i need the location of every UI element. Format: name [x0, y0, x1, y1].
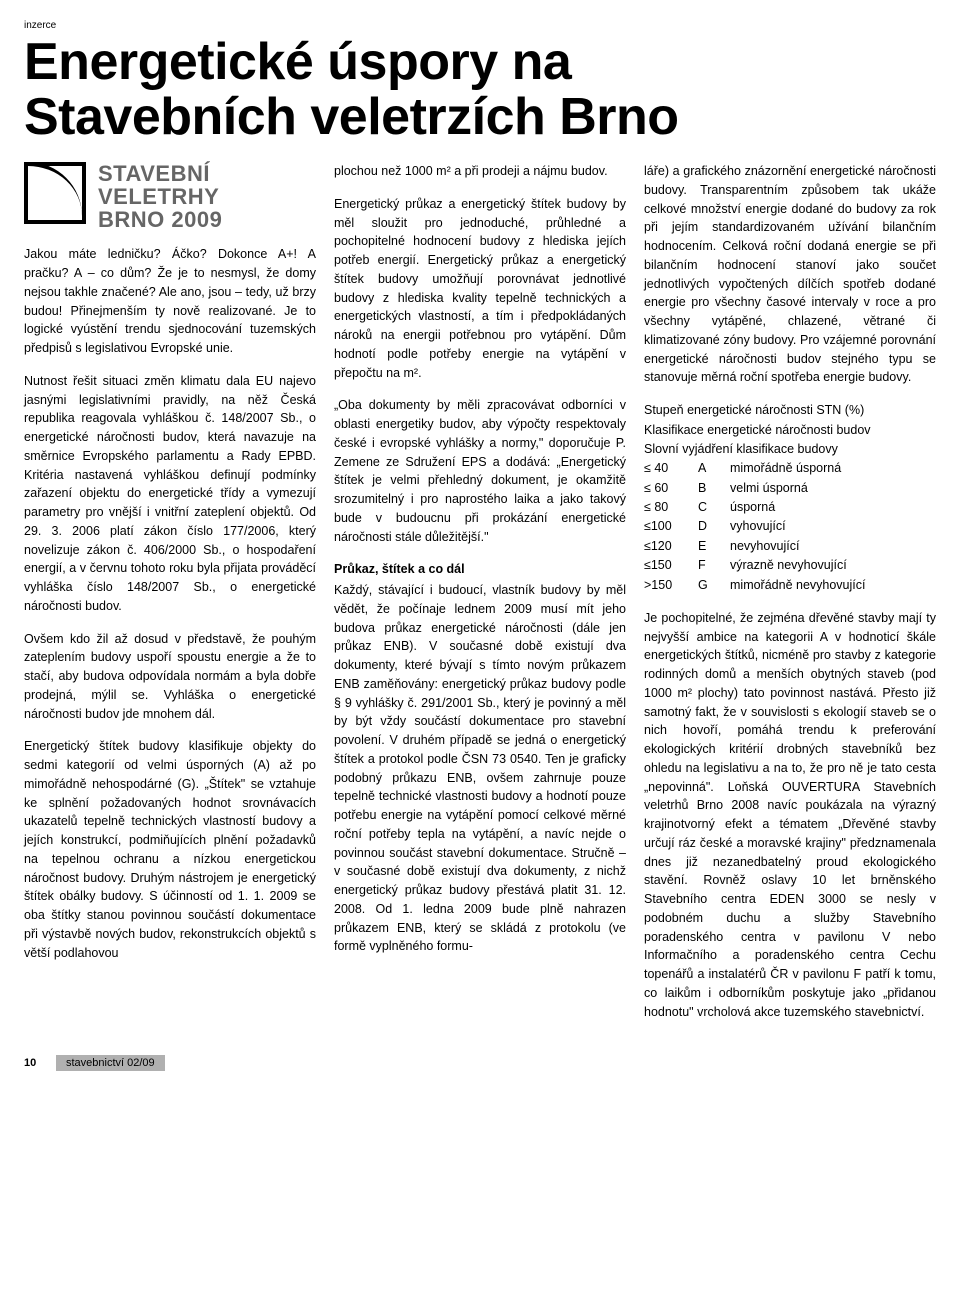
logo-line3: BRNO 2009 [98, 207, 222, 232]
tbl-header1: Stupeň energetické náročnosti STN (%) [644, 401, 936, 420]
table-row: ≤100 D vyhovující [644, 517, 936, 536]
col1-p3: Ovšem kdo žil až dosud v představě, že p… [24, 630, 316, 724]
col1-p1: Jakou máte ledničku? Áčko? Dokonce A+! A… [24, 245, 316, 358]
tbl-header3: Slovní vyjádření klasifikace budovy [644, 440, 936, 459]
col2-subhead: Průkaz, štítek a co dál [334, 560, 626, 579]
row-letter: E [698, 537, 730, 556]
logo-text: STAVEBNÍ VELETRHY BRNO 2009 [98, 162, 222, 231]
col3-p1: láře) a grafického znázornění energetick… [644, 162, 936, 387]
col2-p1: plochou než 1000 m² a při prodeji a nájm… [334, 162, 626, 181]
headline: Energetické úspory na Stavebních veletrz… [24, 35, 936, 144]
row-limit: >150 [644, 576, 698, 595]
row-label: úsporná [730, 498, 936, 517]
tbl-header2: Klasifikace energetické náročnosti budov [644, 421, 936, 440]
table-row: >150 G mimořádně nevyhovující [644, 576, 936, 595]
row-letter: G [698, 576, 730, 595]
section-label: inzerce [24, 20, 936, 31]
headline-line2: Stavebních veletrzích Brno [24, 88, 679, 146]
row-limit: ≤150 [644, 556, 698, 575]
row-label: výrazně nevyhovující [730, 556, 936, 575]
page-number: 10 [24, 1057, 46, 1069]
row-label: nevyhovující [730, 537, 936, 556]
row-limit: ≤100 [644, 517, 698, 536]
headline-line1: Energetické úspory na [24, 33, 571, 91]
logo-icon [24, 162, 86, 224]
col2-p3: „Oba dokumenty by měli zpracovávat odbor… [334, 396, 626, 546]
row-label: vyhovující [730, 517, 936, 536]
column-2: plochou než 1000 m² a při prodeji a nájm… [334, 162, 626, 1035]
table-row: ≤ 80 C úsporná [644, 498, 936, 517]
column-1: STAVEBNÍ VELETRHY BRNO 2009 Jakou máte l… [24, 162, 316, 1035]
row-label: mimořádně nevyhovující [730, 576, 936, 595]
table-row: ≤ 60 B velmi úsporná [644, 479, 936, 498]
col2-p2: Energetický průkaz a energetický štítek … [334, 195, 626, 383]
col2-p4: Každý, stávající i budoucí, vlastník bud… [334, 581, 626, 956]
row-label: velmi úsporná [730, 479, 936, 498]
table-row: ≤150 F výrazně nevyhovující [644, 556, 936, 575]
logo-line2: VELETRHY [98, 184, 219, 209]
col1-p2: Nutnost řešit situaci změn klimatu dala … [24, 372, 316, 616]
issue-label: stavebnictví 02/09 [56, 1055, 165, 1071]
row-limit: ≤ 60 [644, 479, 698, 498]
row-letter: D [698, 517, 730, 536]
row-label: mimořádně úsporná [730, 459, 936, 478]
classification-table: Stupeň energetické náročnosti STN (%) Kl… [644, 401, 936, 595]
table-row: ≤120 E nevyhovující [644, 537, 936, 556]
row-limit: ≤120 [644, 537, 698, 556]
col3-p2: Je pochopitelné, že zejména dřevěné stav… [644, 609, 936, 1022]
col1-p4: Energetický štítek budovy klasifikuje ob… [24, 737, 316, 962]
row-limit: ≤ 80 [644, 498, 698, 517]
row-letter: F [698, 556, 730, 575]
column-3: láře) a grafického znázornění energetick… [644, 162, 936, 1035]
table-row: ≤ 40 A mimořádně úsporná [644, 459, 936, 478]
logo-line1: STAVEBNÍ [98, 161, 210, 186]
article-columns: STAVEBNÍ VELETRHY BRNO 2009 Jakou máte l… [24, 162, 936, 1035]
row-letter: B [698, 479, 730, 498]
event-logo: STAVEBNÍ VELETRHY BRNO 2009 [24, 162, 316, 231]
page-footer: 10 stavebnictví 02/09 [24, 1055, 936, 1071]
row-letter: A [698, 459, 730, 478]
row-limit: ≤ 40 [644, 459, 698, 478]
row-letter: C [698, 498, 730, 517]
